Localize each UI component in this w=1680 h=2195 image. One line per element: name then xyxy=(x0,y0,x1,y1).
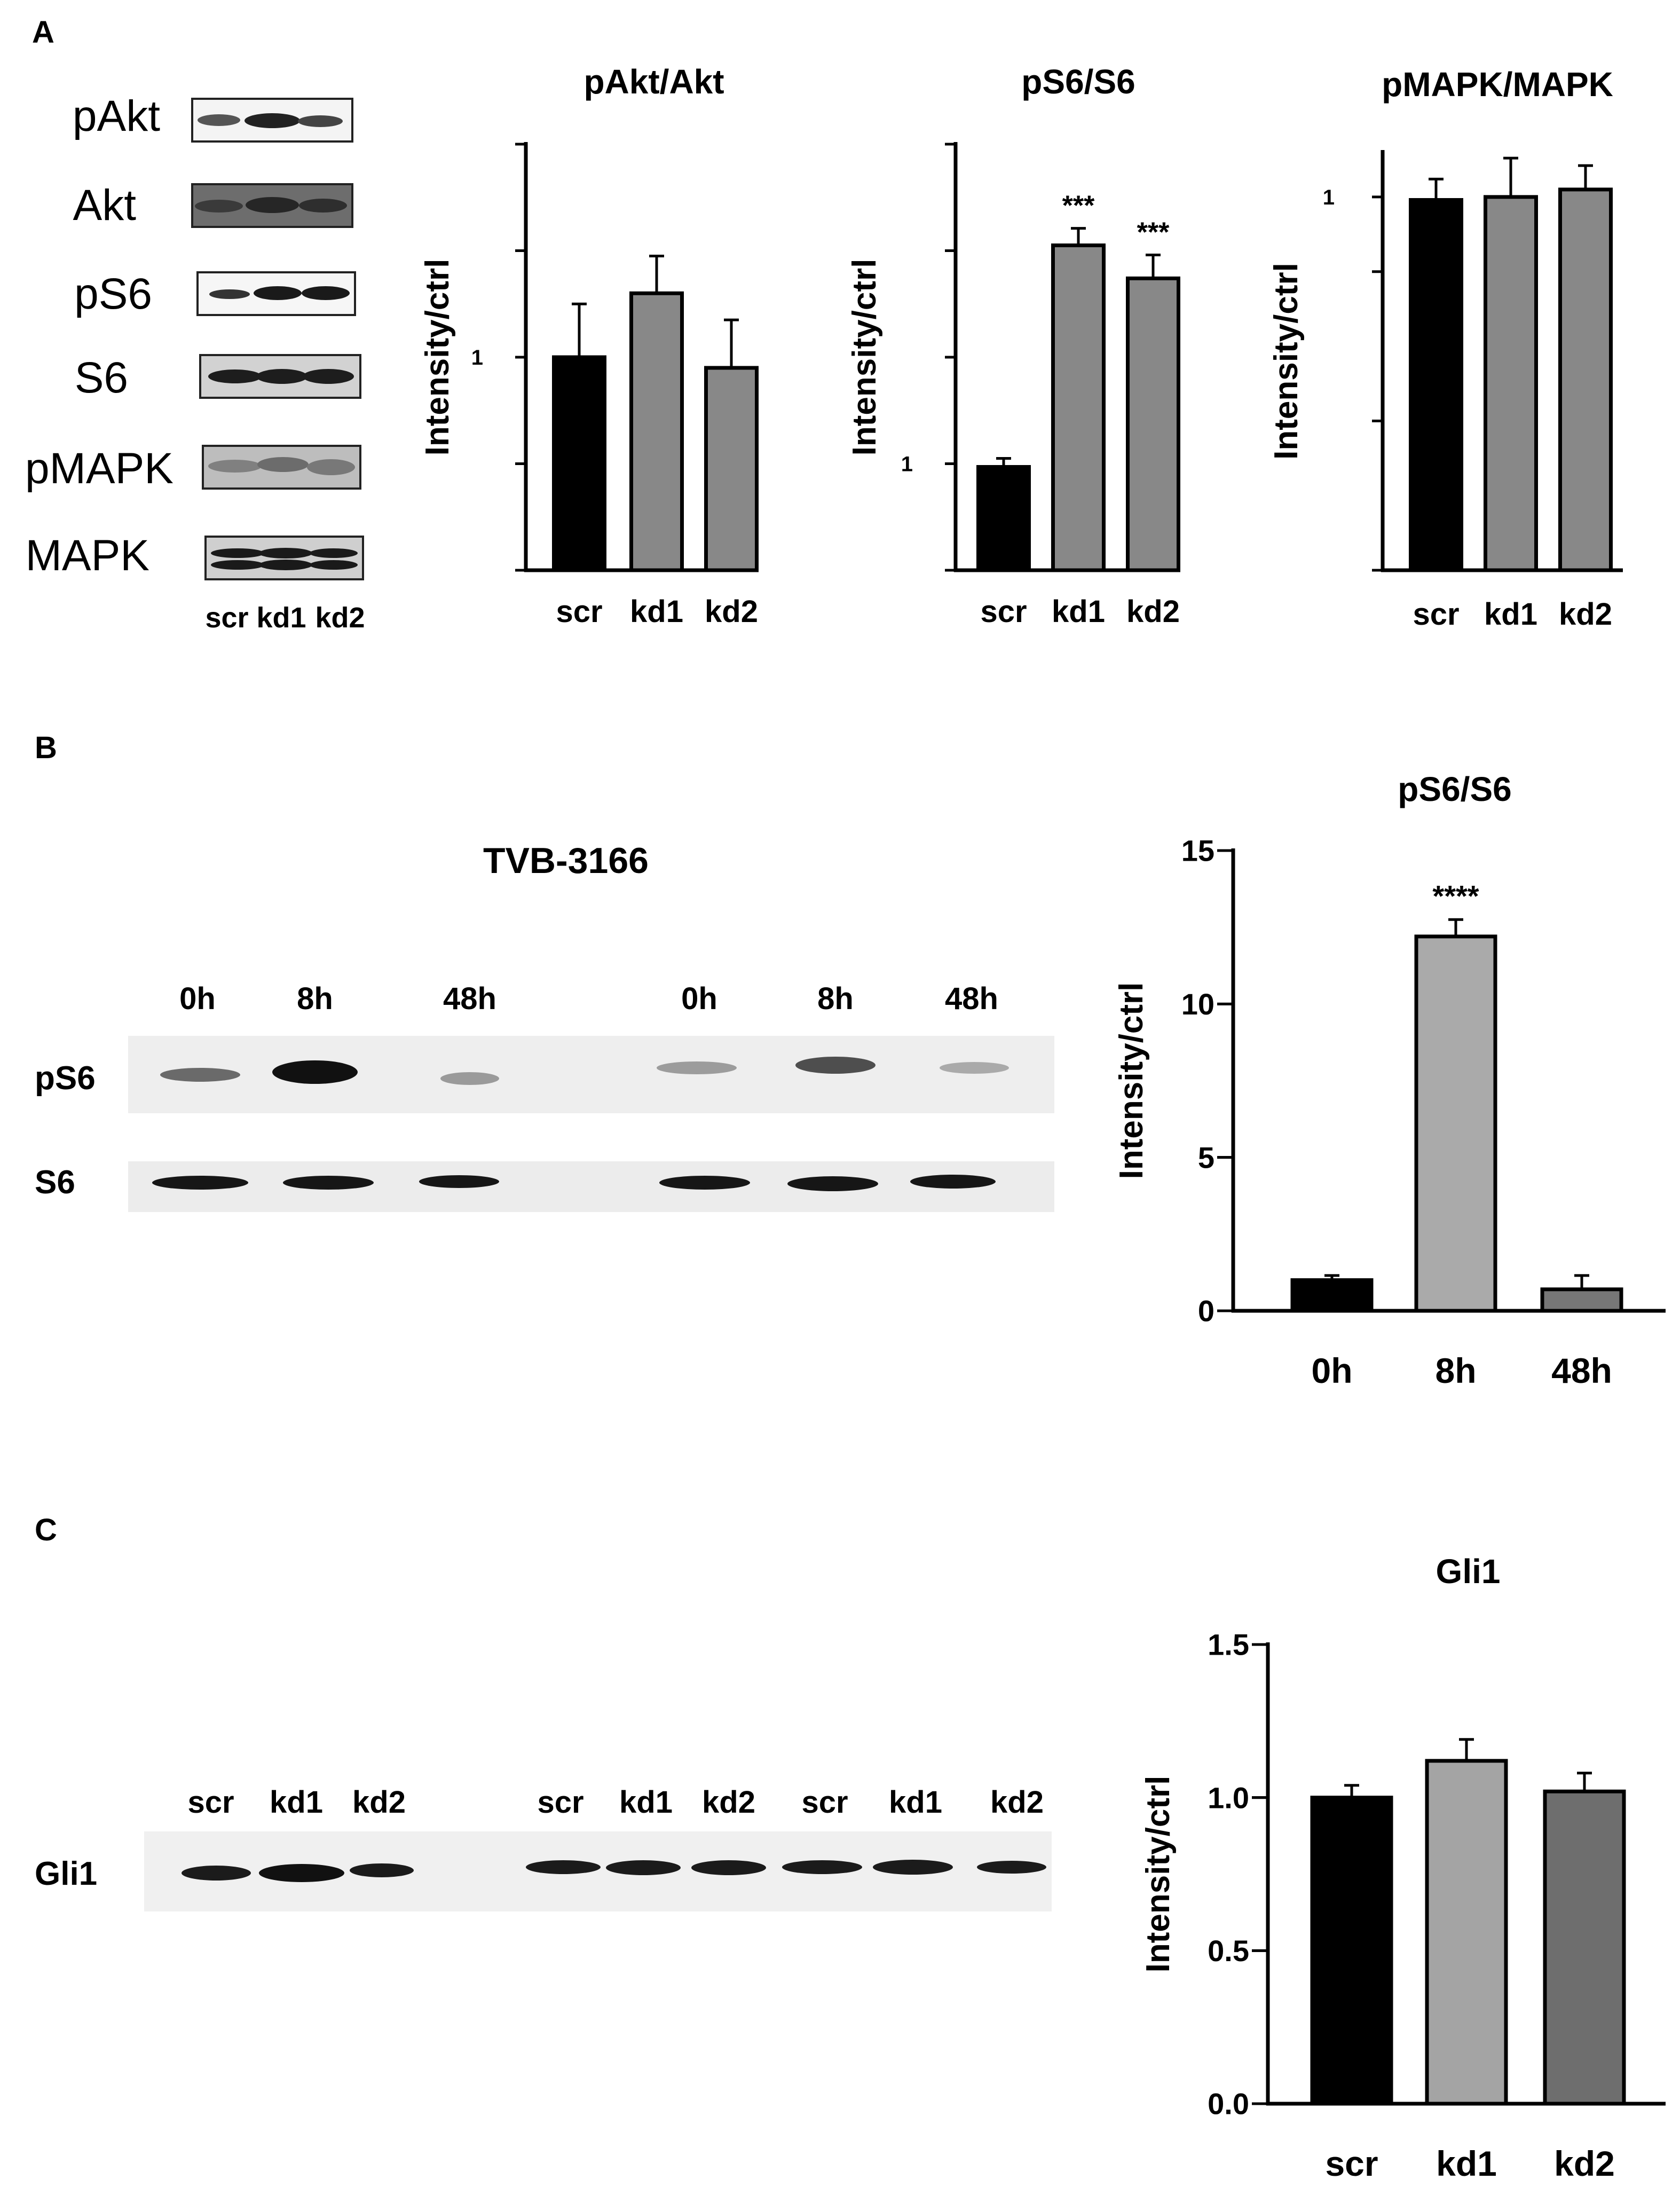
blot-a-lane-label: kd2 xyxy=(315,602,365,634)
bar xyxy=(1126,276,1180,572)
blot-a-lane-label: kd1 xyxy=(256,602,306,634)
blot-c-lane-label: kd1 xyxy=(619,1785,673,1820)
blot-c-lane-label: scr xyxy=(537,1785,583,1820)
blot-c: scr kd1 kd2 scr kd1 kd2 scr kd1 kd2 Gli1 xyxy=(35,1785,1052,1911)
bar xyxy=(1310,1796,1393,2106)
y-tick-label: 0 xyxy=(1198,1294,1214,1328)
y-tick-label: 1.5 xyxy=(1208,1628,1249,1662)
significance-marker: *** xyxy=(1062,191,1095,222)
blot-c-lane-label: kd2 xyxy=(702,1785,755,1820)
x-tick-label: kd1 xyxy=(630,594,683,629)
chart-ps6-s6-timecourse: pS6/S6 Intensity/ctrl 0 5 10 15 0h 8h **** 48h xyxy=(1113,770,1666,1390)
panel-label-b: B xyxy=(35,730,57,765)
chart-title: pS6/S6 xyxy=(1021,62,1135,101)
y-tick-label: 15 xyxy=(1181,834,1214,868)
blot-b-lane-label: 0h xyxy=(179,981,216,1016)
y-axis-label: Intensity/ctrl xyxy=(1268,263,1305,460)
blot-a: pAkt Akt pS6 S6 pMAPK MAPK xyxy=(25,92,365,634)
bar xyxy=(1543,1789,1626,2106)
blot-b-title: TVB-3166 xyxy=(483,840,649,881)
blot-b-lane-label: 8h xyxy=(817,981,854,1016)
y-tick-label: 0.5 xyxy=(1208,1934,1249,1968)
significance-marker: *** xyxy=(1137,217,1170,248)
y-tick-label: 10 xyxy=(1181,987,1214,1021)
x-tick-label: scr xyxy=(1413,597,1459,632)
chart-title: pMAPK/MAPK xyxy=(1382,65,1613,104)
bar xyxy=(1484,195,1538,572)
blot-a-row-label: MAPK xyxy=(26,531,149,580)
blot-b-row-label: pS6 xyxy=(35,1060,96,1097)
blot-a-row-label: S6 xyxy=(75,353,128,402)
y-tick-label: 1 xyxy=(471,346,483,369)
bar xyxy=(1540,1287,1623,1313)
blot-c-lane-label: scr xyxy=(801,1785,848,1820)
x-tick-label: scr xyxy=(1325,2144,1378,2183)
blot-a-row-label: pS6 xyxy=(74,270,152,318)
chart-pakt-akt: pAkt/Akt Intensity/ctrl 1 scr kd1 kd2 xyxy=(419,62,759,629)
blot-a-row-label: pMAPK xyxy=(25,444,173,493)
blot-b: TVB-3166 0h 8h 48h 0h 8h 48h pS6 S6 xyxy=(35,840,1054,1212)
x-tick-label: kd2 xyxy=(705,594,758,629)
x-tick-label: scr xyxy=(556,594,602,629)
blot-b-lane-label: 8h xyxy=(297,981,333,1016)
blot-a-row-label: Akt xyxy=(73,181,137,230)
x-tick-label: kd2 xyxy=(1559,597,1612,632)
bar xyxy=(1409,198,1463,572)
blot-c-lane-label: kd1 xyxy=(270,1785,323,1820)
bar xyxy=(629,291,684,572)
y-tick-label: 1 xyxy=(1323,186,1335,209)
blot-c-row-label: Gli1 xyxy=(35,1855,97,1892)
blot-c-lane-label: kd1 xyxy=(889,1785,942,1820)
y-axis-label: Intensity/ctrl xyxy=(419,259,456,456)
blot-b-lane-label: 48h xyxy=(945,981,998,1016)
bar xyxy=(976,465,1031,572)
bar xyxy=(1425,1759,1508,2106)
bar xyxy=(1414,934,1497,1313)
x-tick-label: 48h xyxy=(1551,1351,1612,1390)
blot-c-lane-label: scr xyxy=(187,1785,234,1820)
significance-marker: **** xyxy=(1432,879,1479,912)
x-tick-label: kd2 xyxy=(1554,2144,1615,2183)
bar xyxy=(552,355,606,572)
chart-ps6-s6-knockdown: pS6/S6 Intensity/ctrl 1 scr kd1 *** kd2 *** xyxy=(846,62,1180,629)
bar xyxy=(1051,243,1106,572)
y-axis-label: Intensity/ctrl xyxy=(1140,1776,1177,1973)
bar xyxy=(1558,187,1613,572)
x-tick-label: 8h xyxy=(1435,1351,1476,1390)
chart-title: pS6/S6 xyxy=(1398,770,1511,808)
bar xyxy=(1290,1278,1374,1313)
blot-b-row-label: S6 xyxy=(35,1164,75,1201)
blot-a-lane-label: scr xyxy=(205,602,248,634)
x-tick-label: kd1 xyxy=(1484,597,1537,632)
chart-pmapk-mapk: pMAPK/MAPK Intensity/ctrl 1 scr kd1 kd2 xyxy=(1268,65,1623,632)
y-tick-label: 5 xyxy=(1198,1140,1214,1174)
x-tick-label: kd1 xyxy=(1052,594,1105,629)
chart-title: pAkt/Akt xyxy=(583,62,724,101)
blot-b-lane-label: 0h xyxy=(681,981,717,1016)
blot-c-lane-label: kd2 xyxy=(990,1785,1044,1820)
panel-label-a: A xyxy=(32,15,54,50)
blot-c-lane-label: kd2 xyxy=(352,1785,406,1820)
y-axis-label: Intensity/ctrl xyxy=(1113,982,1150,1179)
x-tick-label: kd2 xyxy=(1126,594,1180,629)
x-tick-label: scr xyxy=(980,594,1027,629)
panel-label-c: C xyxy=(35,1513,57,1547)
chart-gli1: Gli1 Intensity/ctrl 0.0 0.5 1.0 1.5 scr kd1 kd2 xyxy=(1140,1552,1666,2183)
bar xyxy=(704,366,759,572)
y-axis-label: Intensity/ctrl xyxy=(846,259,883,456)
y-tick-label: 0.0 xyxy=(1208,2087,1249,2121)
blot-b-lane-label: 48h xyxy=(443,981,496,1016)
blot-a-row-label: pAkt xyxy=(73,92,160,140)
y-tick-label: 1 xyxy=(901,453,913,476)
chart-title: Gli1 xyxy=(1436,1552,1501,1591)
x-tick-label: kd1 xyxy=(1436,2144,1497,2183)
x-tick-label: 0h xyxy=(1311,1351,1352,1390)
y-tick-label: 1.0 xyxy=(1208,1781,1249,1814)
